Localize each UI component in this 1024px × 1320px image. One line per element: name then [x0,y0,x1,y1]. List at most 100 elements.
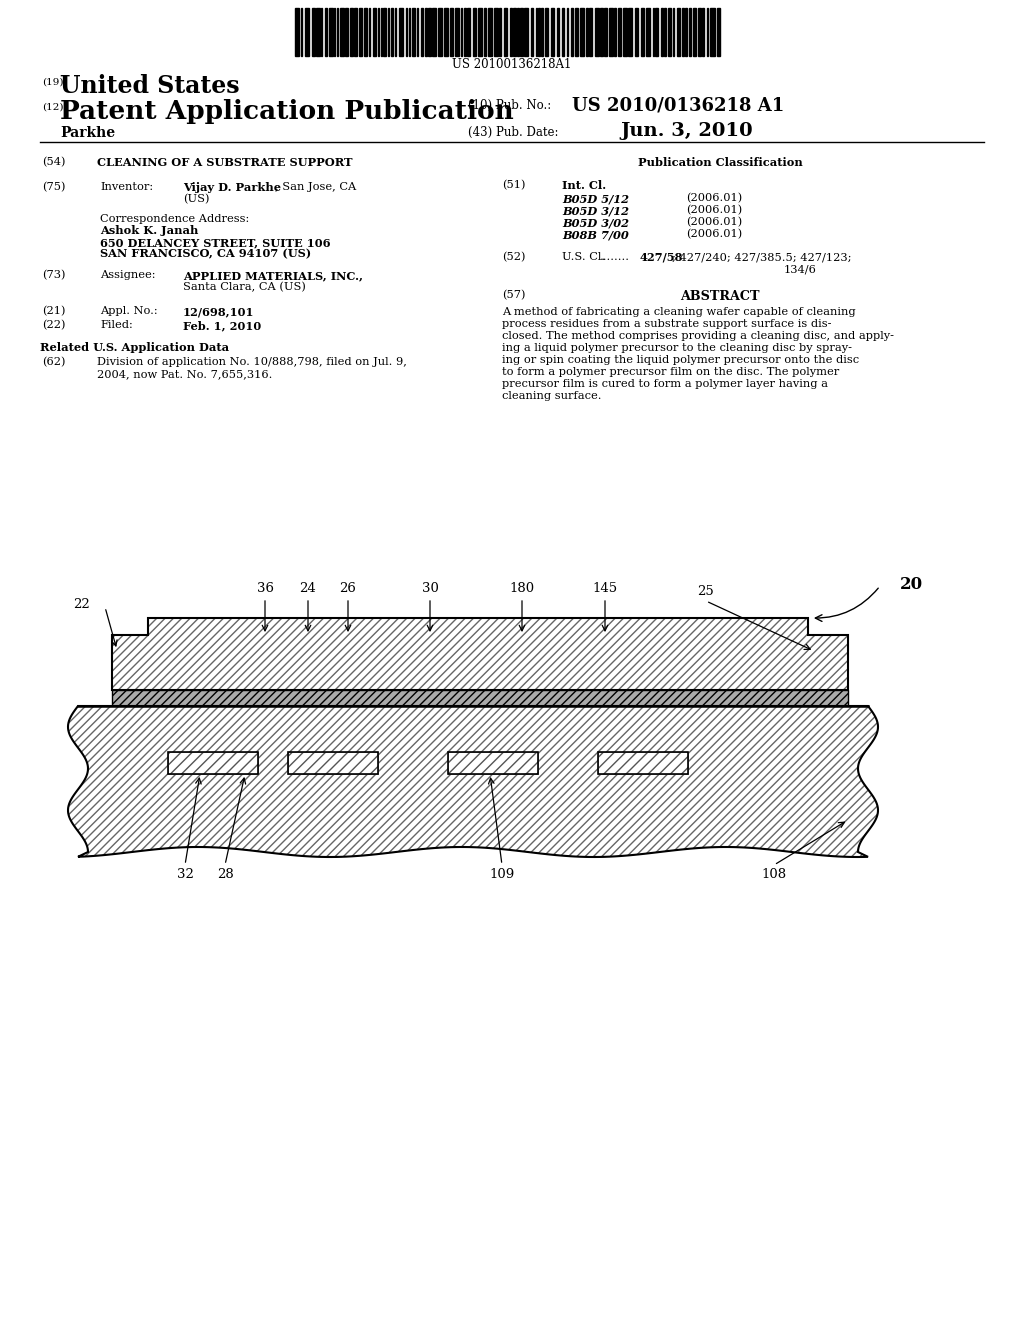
Polygon shape [68,706,878,857]
Bar [316,8,319,55]
Bar [510,8,512,55]
Text: Int. Cl.: Int. Cl. [562,180,606,191]
Text: Parkhe: Parkhe [60,125,115,140]
Text: (12): (12) [42,103,63,112]
Bar [358,8,361,55]
Text: 28: 28 [217,869,233,880]
Bar [652,8,654,55]
Text: (57): (57) [502,290,525,301]
Bar [295,8,299,55]
Bar [322,8,323,55]
Bar [536,8,537,55]
Bar [682,8,684,55]
Bar [305,8,309,55]
Bar [641,8,644,55]
Bar [570,8,572,55]
Text: 109: 109 [489,869,515,880]
Bar [717,8,720,55]
Polygon shape [449,752,538,774]
Polygon shape [288,752,378,774]
Bar [388,8,389,55]
Text: (52): (52) [502,252,525,263]
Text: (22): (22) [42,319,66,330]
Bar [432,8,436,55]
Text: Santa Clara, CA (US): Santa Clara, CA (US) [183,282,306,292]
Text: B08B 7/00: B08B 7/00 [562,228,629,240]
Bar [617,8,622,55]
Bar [500,8,501,55]
Bar [545,8,549,55]
Text: ing or spin coating the liquid polymer precursor onto the disc: ing or spin coating the liquid polymer p… [502,355,859,366]
Text: Ashok K. Janah: Ashok K. Janah [100,224,199,236]
Bar [311,8,315,55]
Bar [542,8,543,55]
Bar [473,8,476,55]
Bar [693,8,696,55]
Text: 2004, now Pat. No. 7,655,316.: 2004, now Pat. No. 7,655,316. [97,370,272,379]
Bar [417,8,418,55]
Bar [697,8,700,55]
Text: (19): (19) [42,78,63,87]
Bar [345,8,348,55]
Bar [589,8,593,55]
Polygon shape [168,752,258,774]
Polygon shape [112,690,848,706]
Bar [378,8,379,55]
Text: Vijay D. Parkhe: Vijay D. Parkhe [183,182,281,193]
Text: ........: ........ [600,252,630,261]
Bar [425,8,427,55]
Text: (51): (51) [502,180,525,190]
Text: Inventor:: Inventor: [100,182,154,191]
Bar [600,8,602,55]
Text: ABSTRACT: ABSTRACT [680,290,760,304]
Text: Division of application No. 10/888,798, filed on Jul. 9,: Division of application No. 10/888,798, … [97,356,407,367]
Text: (US): (US) [183,194,210,205]
Bar [566,8,568,55]
Text: cleaning surface.: cleaning surface. [502,391,601,401]
Bar [421,8,423,55]
Text: 108: 108 [762,869,786,880]
Text: SAN FRANCISCO, CA 94107 (US): SAN FRANCISCO, CA 94107 (US) [100,248,311,259]
Bar [673,8,675,55]
Text: Assignee:: Assignee: [100,271,156,280]
Text: United States: United States [60,74,240,98]
Bar [636,8,638,55]
Bar [668,8,671,55]
Text: Filed:: Filed: [100,319,133,330]
Polygon shape [68,706,878,857]
Bar [685,8,687,55]
Bar [575,8,579,55]
Bar [354,8,357,55]
Text: (2006.01): (2006.01) [686,216,742,227]
Text: Feb. 1, 2010: Feb. 1, 2010 [183,319,261,331]
Text: 145: 145 [593,582,617,595]
Bar [586,8,588,55]
Bar [629,8,633,55]
Bar [350,8,353,55]
Bar [369,8,371,55]
Bar [391,8,392,55]
Bar [383,8,386,55]
Bar [646,8,650,55]
Bar [412,8,416,55]
Text: (2006.01): (2006.01) [686,205,742,215]
Bar [374,8,376,55]
Bar [340,8,344,55]
Bar [443,8,447,55]
Bar [451,8,453,55]
Bar [702,8,705,55]
Text: precursor film is cured to form a polymer layer having a: precursor film is cured to form a polyme… [502,379,828,389]
Text: A method of fabricating a cleaning wafer capable of cleaning: A method of fabricating a cleaning wafer… [502,308,856,317]
Text: (73): (73) [42,271,66,280]
Bar [517,8,519,55]
Text: Publication Classification: Publication Classification [638,157,803,168]
Bar [677,8,680,55]
Text: (2006.01): (2006.01) [686,193,742,203]
Bar [409,8,410,55]
Text: Jun. 3, 2010: Jun. 3, 2010 [620,121,753,140]
Bar [406,8,408,55]
Bar [530,8,532,55]
Text: Patent Application Publication: Patent Application Publication [60,99,514,124]
Bar [580,8,584,55]
Text: Appl. No.:: Appl. No.: [100,306,158,315]
